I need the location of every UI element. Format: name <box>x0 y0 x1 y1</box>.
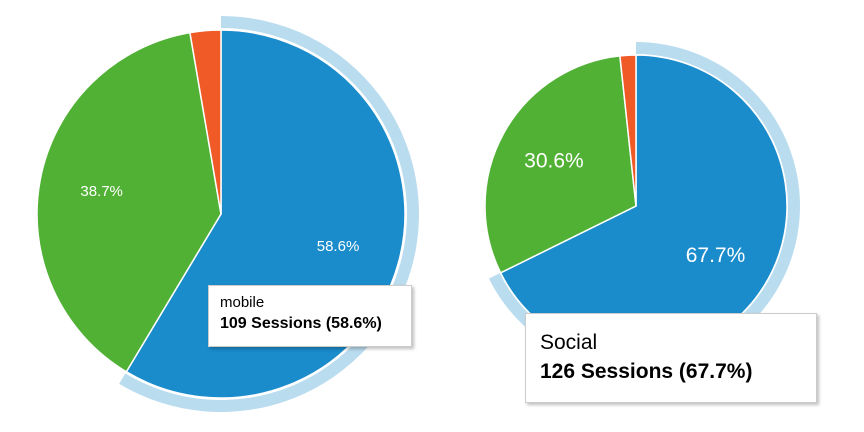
pie-slice-2[interactable] <box>484 55 637 274</box>
slice-label-1: 67.7% <box>686 244 746 267</box>
tooltip-value: 126 Sessions (67.7%) <box>540 360 753 383</box>
pie-slice-3[interactable] <box>189 29 222 215</box>
slice-label-1: 58.6% <box>317 238 360 255</box>
pie-chart-1: 58.6% 38.7% <box>36 16 420 412</box>
tooltip-chart-1: mobile 109 Sessions (58.6%) <box>208 285 412 347</box>
tooltip-category: Social <box>540 331 598 354</box>
pie-slice-3[interactable] <box>619 54 637 207</box>
pie-slice-2[interactable] <box>36 31 222 373</box>
tooltip-chart-2: Social 126 Sessions (67.7%) <box>525 313 817 403</box>
slice-label-2: 38.7% <box>80 183 123 200</box>
pie-chart-2: 67.7% 30.6% <box>484 42 800 370</box>
tooltip-category: mobile <box>220 294 265 311</box>
tooltip-value: 109 Sessions (58.6%) <box>220 315 382 332</box>
slice-label-2: 30.6% <box>524 149 584 172</box>
